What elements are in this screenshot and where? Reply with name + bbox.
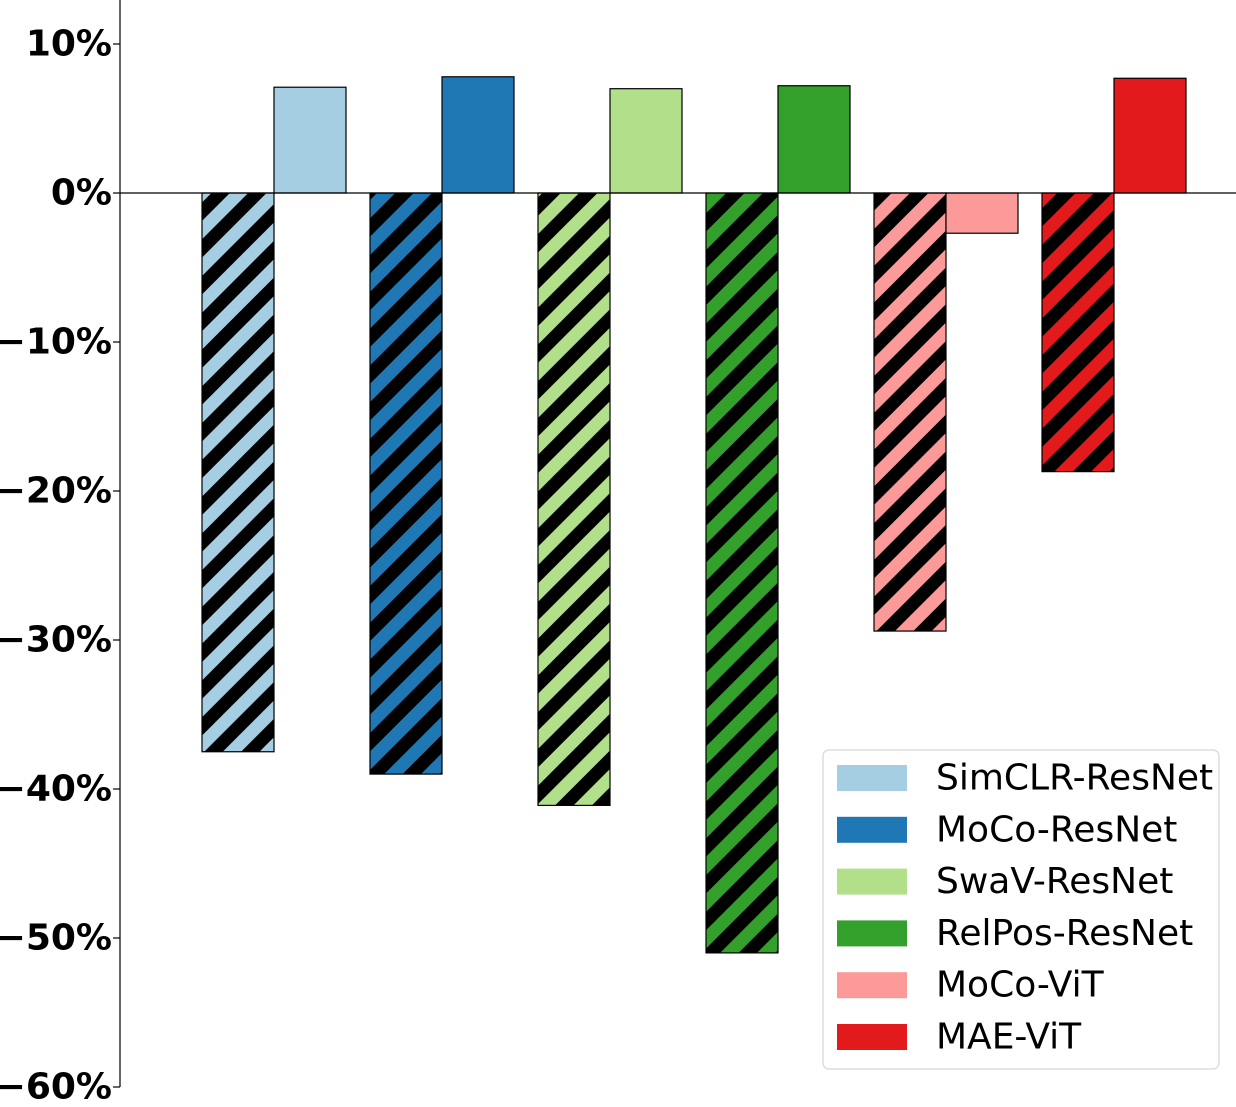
bar-swav-resnet-hatched (537, 192, 611, 806)
bar-mae-vit-hatched (1041, 192, 1115, 473)
bar-moco-vit-hatched (873, 192, 947, 632)
legend-label-moco-resnet: MoCo-ResNet (936, 809, 1177, 850)
legend-swatch-moco-vit (837, 972, 907, 999)
y-tick-label: 10% (26, 24, 112, 65)
legend-label-swav-resnet: SwaV-ResNet (936, 861, 1173, 902)
bar-mae-vit-solid (1113, 77, 1187, 194)
legend-label-relpos-resnet: RelPos-ResNet (936, 913, 1193, 954)
y-tick-label: −60% (0, 1067, 112, 1107)
legend-label-simclr-resnet: SimCLR-ResNet (936, 758, 1213, 799)
legend-box (822, 749, 1220, 1070)
bar-simclr-resnet-hatched (201, 192, 275, 753)
bar-moco-vit-solid (945, 192, 1019, 234)
y-tick-label: −30% (0, 620, 112, 661)
legend-swatch-moco-resnet (837, 816, 907, 843)
legend-swatch-swav-resnet (837, 868, 907, 895)
bar-moco-resnet-hatched (369, 192, 443, 775)
bars-layer (201, 76, 1187, 954)
y-tick-label: 0% (51, 173, 112, 214)
y-tick-label: −20% (0, 471, 112, 512)
legend-swatch-relpos-resnet (837, 920, 907, 947)
bar-relpos-resnet-hatched (705, 192, 779, 954)
y-tick-label: −10% (0, 322, 112, 363)
legend: SimCLR-ResNet MoCo-ResNet SwaV-ResNet RelPo… (822, 749, 1220, 1070)
y-tick-label: −40% (0, 769, 112, 810)
bar-swav-resnet-solid (609, 88, 683, 194)
legend-swatch-mae-vit (837, 1024, 907, 1050)
bar-relpos-resnet-solid (777, 85, 851, 194)
bar-simclr-resnet-solid (273, 86, 347, 194)
bar-moco-resnet-solid (441, 76, 515, 194)
y-tick-label: −50% (0, 918, 112, 959)
legend-label-mae-vit: MAE-ViT (936, 1017, 1082, 1058)
legend-swatch-simclr-resnet (837, 765, 907, 791)
legend-label-moco-vit: MoCo-ViT (936, 965, 1105, 1006)
